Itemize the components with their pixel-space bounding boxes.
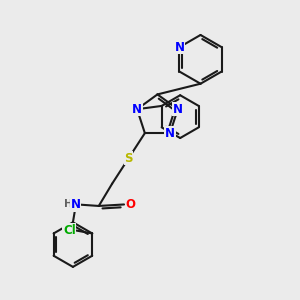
Text: H: H [64,200,73,209]
Text: N: N [71,198,81,211]
Text: O: O [126,198,136,211]
Text: N: N [132,103,142,116]
Text: S: S [124,152,133,165]
Text: N: N [173,103,183,116]
Text: Cl: Cl [63,224,76,237]
Text: N: N [174,41,184,54]
Text: N: N [165,127,175,140]
